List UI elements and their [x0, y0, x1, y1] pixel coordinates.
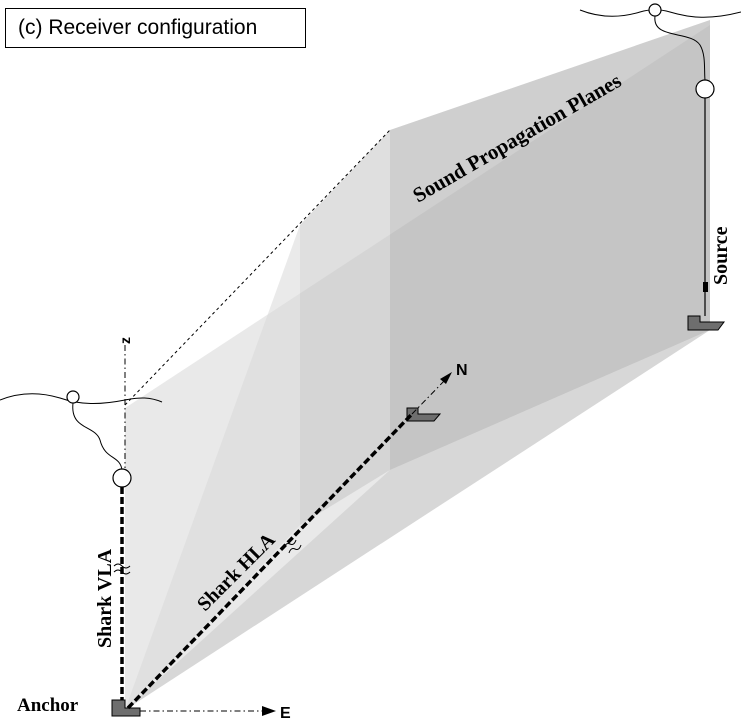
n-axis-label: N [456, 362, 468, 379]
n-axis-arrow [440, 372, 452, 384]
surface-buoy-left [66, 390, 80, 404]
plane-lower-fan [125, 330, 710, 710]
subsurface-float-left [112, 468, 132, 488]
plane-front-vertical [300, 130, 390, 525]
e-axis-label: E [280, 705, 291, 722]
plane-main-vertical [390, 20, 710, 470]
panel-title: (c) Receiver configuration [5, 8, 306, 48]
vla-break-mark [113, 563, 131, 575]
anchor-icon [111, 699, 141, 717]
z-axis-label: z [117, 337, 133, 344]
shark-hla-line [126, 412, 414, 710]
e-axis-arrow [262, 706, 276, 716]
anchor-label: Anchor [17, 695, 79, 716]
plane-guide-line [124, 129, 391, 406]
surface-buoy-right [648, 3, 662, 17]
source-transducer [703, 282, 708, 292]
source-label: Source [710, 226, 732, 285]
buoy-tether-left [72, 402, 123, 471]
source-mooring [579, 3, 741, 316]
sound-propagation-planes [125, 20, 710, 710]
n-axis-line [411, 377, 448, 415]
subsurface-float-right [695, 79, 715, 99]
receiver-mooring [0, 345, 163, 708]
sea-surface-wave-left [0, 393, 163, 405]
source-anchor-icon [687, 315, 725, 331]
plane-near-hla [125, 225, 300, 710]
hla-break-mark [283, 539, 302, 554]
shark-vla-label: Shark VLA [94, 548, 116, 648]
buoy-tether-right [654, 15, 706, 81]
